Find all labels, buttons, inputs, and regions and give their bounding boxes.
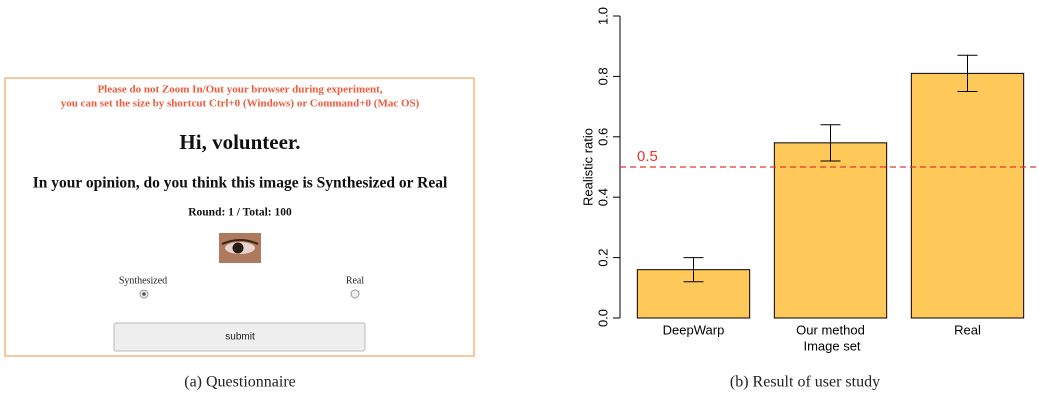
- greeting: Hi, volunteer.: [179, 130, 300, 154]
- warning: Please do not Zoom In/Out your browser d…: [97, 84, 382, 96]
- bar: [774, 143, 886, 318]
- caption: (a) Questionnaire: [184, 374, 296, 391]
- caption: (b) Result of user study: [730, 374, 880, 391]
- y-tick-label: 0.8: [595, 67, 610, 85]
- x-tick-label: DeepWarp: [663, 322, 725, 337]
- eye-image: [219, 233, 261, 263]
- round: Round: 1 / Total: 100: [188, 207, 292, 219]
- y-axis-label: Realistic ratio: [580, 128, 595, 206]
- reference-label: 0.5: [637, 148, 658, 165]
- y-tick-label: 0.2: [595, 249, 610, 267]
- figure: Please do not Zoom In/Out your browser d…: [0, 0, 1039, 402]
- y-tick-label: 0.6: [595, 128, 610, 146]
- option-label: Synthesized: [119, 275, 167, 286]
- button-label: submit: [225, 332, 255, 343]
- bar: [911, 73, 1023, 318]
- radio[interactable]: [351, 290, 359, 298]
- y-tick-label: 0.0: [595, 309, 610, 327]
- y-tick-label: 1.0: [595, 7, 610, 25]
- x-tick-label: Our method: [796, 322, 865, 337]
- option-label: Real: [346, 275, 365, 286]
- x-tick-label: Real: [954, 322, 981, 337]
- x-axis-label: Image set: [803, 338, 860, 353]
- radio-dot: [142, 292, 146, 296]
- y-tick-label: 0.4: [595, 188, 610, 206]
- question: In your opinion, do you think this image…: [33, 175, 448, 192]
- warning: you can set the size by shortcut Ctrl+0 …: [61, 98, 420, 110]
- questionnaire: Please do not Zoom In/Out your browser d…: [5, 78, 474, 356]
